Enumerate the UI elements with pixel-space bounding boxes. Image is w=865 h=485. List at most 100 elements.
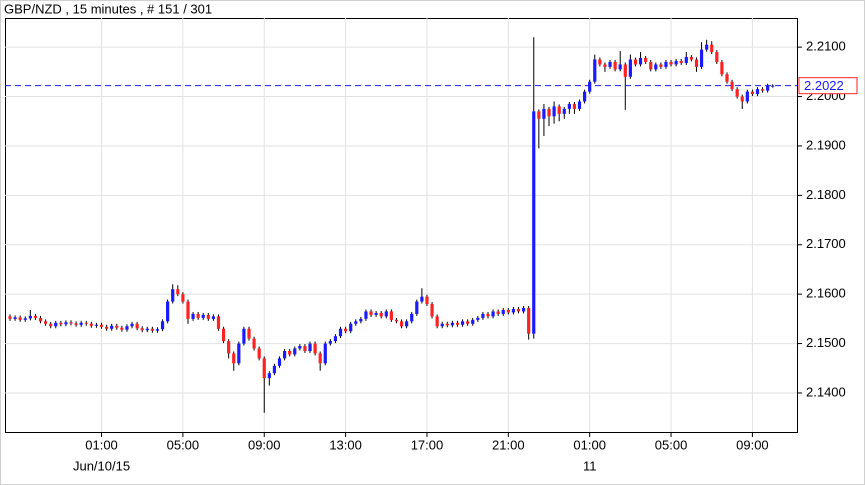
candle-body — [399, 321, 404, 327]
candle-body — [384, 311, 388, 317]
candle-body — [369, 311, 373, 315]
candle-body — [598, 59, 602, 65]
candle-body — [440, 323, 444, 327]
candle-body — [277, 358, 282, 366]
candle-body — [232, 353, 236, 364]
candle-body — [135, 323, 139, 329]
candle-body — [145, 328, 149, 331]
candle-body — [496, 311, 500, 314]
y-tick-label: 2.1400 — [806, 384, 846, 399]
y-tick-label: 2.2100 — [806, 39, 846, 54]
candle-body — [481, 313, 485, 318]
chart-title: GBP/NZD , 15 minutes , # 151 / 301 — [4, 1, 212, 16]
candle-body — [466, 321, 470, 324]
candle-body — [694, 59, 699, 67]
candle-body — [303, 346, 307, 351]
candle-body — [211, 316, 215, 319]
candle-body — [760, 89, 765, 91]
candle-body — [618, 64, 622, 70]
candle-body — [313, 343, 317, 354]
candle-body — [771, 85, 775, 87]
candle-body — [191, 313, 195, 319]
candle-body — [720, 61, 724, 75]
x-tick-label: 01:00 — [573, 437, 606, 452]
candle-body — [674, 60, 678, 65]
last-price-box — [798, 77, 858, 95]
candle-body — [766, 85, 770, 91]
candle-body — [455, 322, 460, 325]
candle-body — [679, 60, 683, 63]
candle-body — [603, 64, 607, 67]
candle-body — [379, 312, 383, 317]
candle-body — [730, 81, 734, 90]
candle-body — [181, 294, 185, 302]
candle-body — [537, 111, 541, 119]
candle-body — [115, 325, 119, 328]
candle-body — [740, 96, 744, 102]
candle-body — [23, 318, 27, 320]
candle-body — [344, 328, 348, 332]
candle-body — [750, 91, 755, 95]
candle-body — [267, 373, 271, 379]
candle-body — [74, 323, 78, 325]
candle-body — [394, 319, 399, 322]
candle-body — [28, 315, 32, 319]
x-tick-label: 13:00 — [329, 437, 362, 452]
candle-body — [125, 326, 129, 330]
candle-body — [725, 74, 729, 82]
candle-body — [476, 317, 480, 320]
candle-body — [110, 325, 114, 329]
x-tick-label: 09:00 — [248, 437, 281, 452]
candle-body — [430, 304, 434, 317]
plot-frame — [5, 18, 798, 433]
candle-body — [557, 106, 561, 114]
candle-body — [49, 323, 53, 327]
candle-body — [318, 353, 322, 364]
candle-body — [374, 312, 378, 315]
candle-body — [54, 322, 58, 327]
candle-body — [196, 313, 200, 318]
candle-body — [425, 296, 429, 305]
candle-body — [583, 91, 587, 102]
x-tick-label: 17:00 — [411, 437, 444, 452]
candle-body — [38, 317, 43, 322]
last-price-label: 2.2022 — [804, 78, 844, 93]
candle-body — [221, 328, 226, 342]
candle-body — [359, 318, 363, 322]
candle-body — [338, 328, 343, 337]
candle-body — [150, 328, 154, 331]
candle-body — [216, 316, 221, 329]
candle-body — [511, 308, 516, 313]
x-tick-label: 21:00 — [492, 437, 525, 452]
candle-body — [252, 338, 256, 349]
candle-body — [160, 321, 165, 330]
candle-body — [130, 323, 134, 327]
candle-body — [572, 103, 577, 109]
candle-body — [272, 365, 277, 374]
candle-body — [664, 61, 668, 67]
candle-body — [613, 61, 617, 70]
candle-body — [308, 343, 312, 351]
candle-body — [242, 328, 246, 344]
date-label: Jun/10/15 — [73, 458, 130, 473]
candle-body — [262, 358, 266, 379]
candle-body — [527, 307, 531, 334]
candle-body — [201, 314, 205, 318]
candle-body — [486, 313, 490, 317]
candle-body — [501, 309, 505, 314]
candle-body — [450, 322, 454, 326]
candle-body — [684, 57, 688, 63]
candle-body — [171, 289, 175, 302]
y-tick-label: 2.1500 — [806, 335, 846, 350]
candle-body — [120, 327, 124, 330]
candle-body — [644, 58, 648, 62]
candle-body — [64, 322, 68, 325]
candle-body — [176, 289, 180, 295]
candle-body — [247, 328, 251, 339]
candle-body — [755, 89, 760, 95]
candle-body — [567, 103, 571, 109]
candle-body — [18, 317, 22, 320]
candle-body — [186, 301, 190, 319]
candle-body — [415, 301, 419, 314]
